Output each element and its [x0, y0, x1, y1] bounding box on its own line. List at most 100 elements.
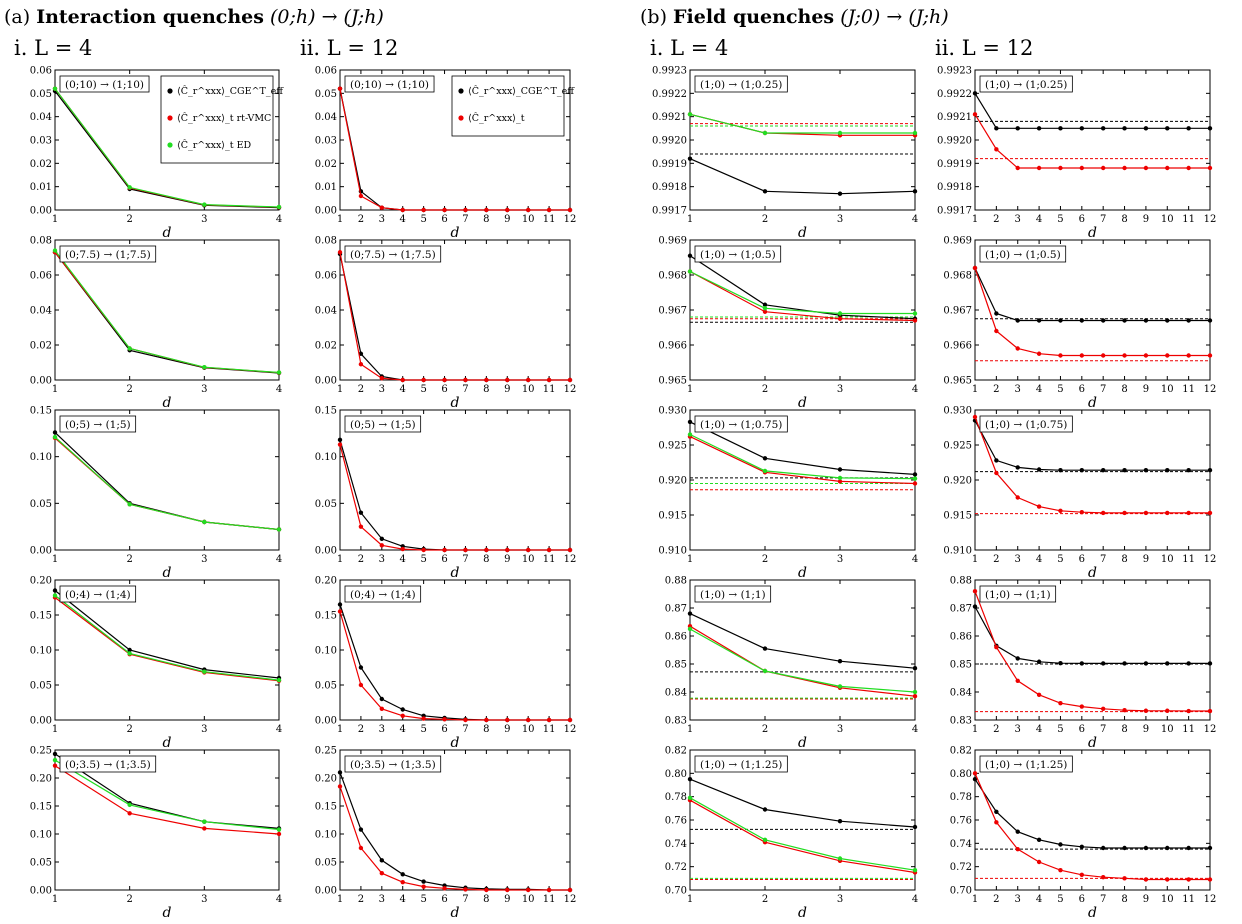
quench-label-box	[979, 585, 1057, 603]
data-point	[276, 827, 282, 832]
x-tick-label: 2	[358, 724, 364, 735]
quench-label-box	[59, 415, 137, 433]
y-tick-label: 0.05	[315, 499, 337, 510]
data-point	[1186, 353, 1191, 358]
x-tick-label: 6	[441, 554, 447, 565]
x-axis-label: d	[1088, 225, 1097, 241]
y-tick-label: 0.00	[315, 716, 337, 727]
section-label-a: (a)	[4, 6, 31, 28]
y-tick-label: 0.915	[943, 511, 972, 522]
y-tick-label: 0.88	[950, 576, 972, 587]
series-line	[689, 270, 915, 315]
data-point	[912, 481, 918, 486]
quench-label-box	[694, 415, 788, 433]
data-point	[687, 776, 693, 782]
y-tick-label: 0.82	[950, 746, 972, 757]
chart-panel-20: 0.700.720.740.760.780.800.821 2 3 4 5 6 7 8 9 10 1…	[950, 746, 1217, 922]
y-tick-label: 0.72	[665, 862, 687, 873]
x-tick-label: 2	[762, 894, 768, 905]
y-tick-label: 0.02	[30, 159, 52, 170]
data-point	[837, 130, 843, 136]
chart-panel-4: 0.9917 0.9918 0.9919 0.9920 0.9921 0.9922 0.99…	[937, 66, 1216, 242]
data-point	[1100, 126, 1106, 131]
data-point	[687, 432, 693, 437]
data-point	[762, 668, 768, 674]
data-point	[1122, 708, 1127, 713]
x-tick-label: 10	[522, 384, 535, 395]
data-point	[202, 519, 207, 525]
x-tick-label: 4	[276, 894, 282, 905]
x-axis-label: d	[798, 395, 807, 411]
series-line	[689, 270, 916, 322]
x-tick-label: 9	[504, 214, 510, 225]
data-point	[1058, 660, 1063, 666]
section-heading-a: Interaction quenches	[36, 6, 264, 28]
data-point	[1100, 318, 1106, 323]
y-tick-label: 0.9917	[937, 206, 972, 217]
y-tick-label: 0.06	[315, 66, 337, 77]
quench-label: (0;10) → (1;10)	[350, 79, 429, 91]
series-line	[689, 799, 916, 874]
data-point	[379, 871, 385, 876]
series-line	[689, 436, 916, 485]
data-point	[202, 826, 207, 831]
data-point	[1143, 877, 1149, 882]
y-tick-label: 0.85	[665, 660, 687, 671]
x-tick-label: 9	[504, 894, 510, 905]
x-tick-label: 1	[972, 894, 978, 905]
chart-panel-11: 0.910 0.915 0.920 0.925 0.930 1 2 3 4 d (1;0) → (1…	[658, 406, 918, 582]
data-point	[358, 510, 364, 515]
x-tick-label: 1	[337, 894, 343, 905]
y-tick-label: 0.9918	[652, 182, 687, 193]
data-point	[400, 707, 405, 712]
chart-panel-1: 0.00 0.01 0.02 0.03 0.04 0.05 0.06 1 2 3 4 d (0;10) …	[30, 66, 282, 242]
data-point	[202, 365, 207, 370]
data-point	[52, 434, 58, 440]
x-tick-label: 2	[993, 554, 999, 565]
data-point	[202, 819, 207, 824]
y-tick-label: 0.9921	[652, 112, 687, 123]
quench-label-box	[694, 585, 772, 603]
data-point	[1165, 353, 1170, 358]
data-point	[1122, 318, 1127, 323]
x-tick-label: 4	[276, 554, 282, 565]
y-tick-label: 0.9922	[937, 89, 972, 100]
y-tick-label: 0.04	[30, 306, 52, 317]
data-point	[762, 468, 768, 474]
data-point	[1165, 510, 1170, 516]
data-point	[912, 472, 918, 477]
series-line	[689, 158, 916, 195]
x-tick-label: 4	[276, 214, 282, 225]
y-tick-label: 0.78	[665, 792, 687, 803]
data-point	[912, 689, 918, 695]
x-tick-label: 8	[483, 724, 489, 735]
data-point	[994, 470, 999, 476]
y-tick-label: 0.9922	[652, 89, 687, 100]
y-tick-label: 0.10	[30, 452, 52, 463]
x-tick-label: 1	[972, 214, 978, 225]
x-tick-label: 11	[543, 724, 556, 735]
x-tick-label: 4	[400, 894, 406, 905]
data-point	[525, 207, 531, 213]
data-point	[972, 604, 978, 609]
x-tick-label: 8	[483, 384, 489, 395]
x-tick-label: 3	[837, 384, 843, 395]
y-tick-label: 0.08	[315, 236, 337, 247]
y-tick-label: 0.03	[30, 136, 52, 147]
data-point	[1015, 656, 1020, 661]
x-tick-label: 11	[543, 554, 556, 565]
y-tick-label: 0.05	[315, 89, 337, 100]
legend-box	[160, 75, 274, 164]
series-line	[689, 797, 916, 871]
data-point	[1036, 859, 1042, 865]
data-point	[837, 479, 843, 484]
data-point	[912, 130, 918, 136]
x-tick-label: 5	[420, 724, 426, 735]
y-tick-label: 0.9920	[937, 136, 972, 147]
quench-label: (0;7.5) → (1;7.5)	[65, 249, 151, 261]
y-tick-label: 0.00	[30, 376, 52, 387]
data-point	[687, 611, 693, 616]
series-line	[339, 439, 570, 551]
data-point	[358, 524, 364, 529]
